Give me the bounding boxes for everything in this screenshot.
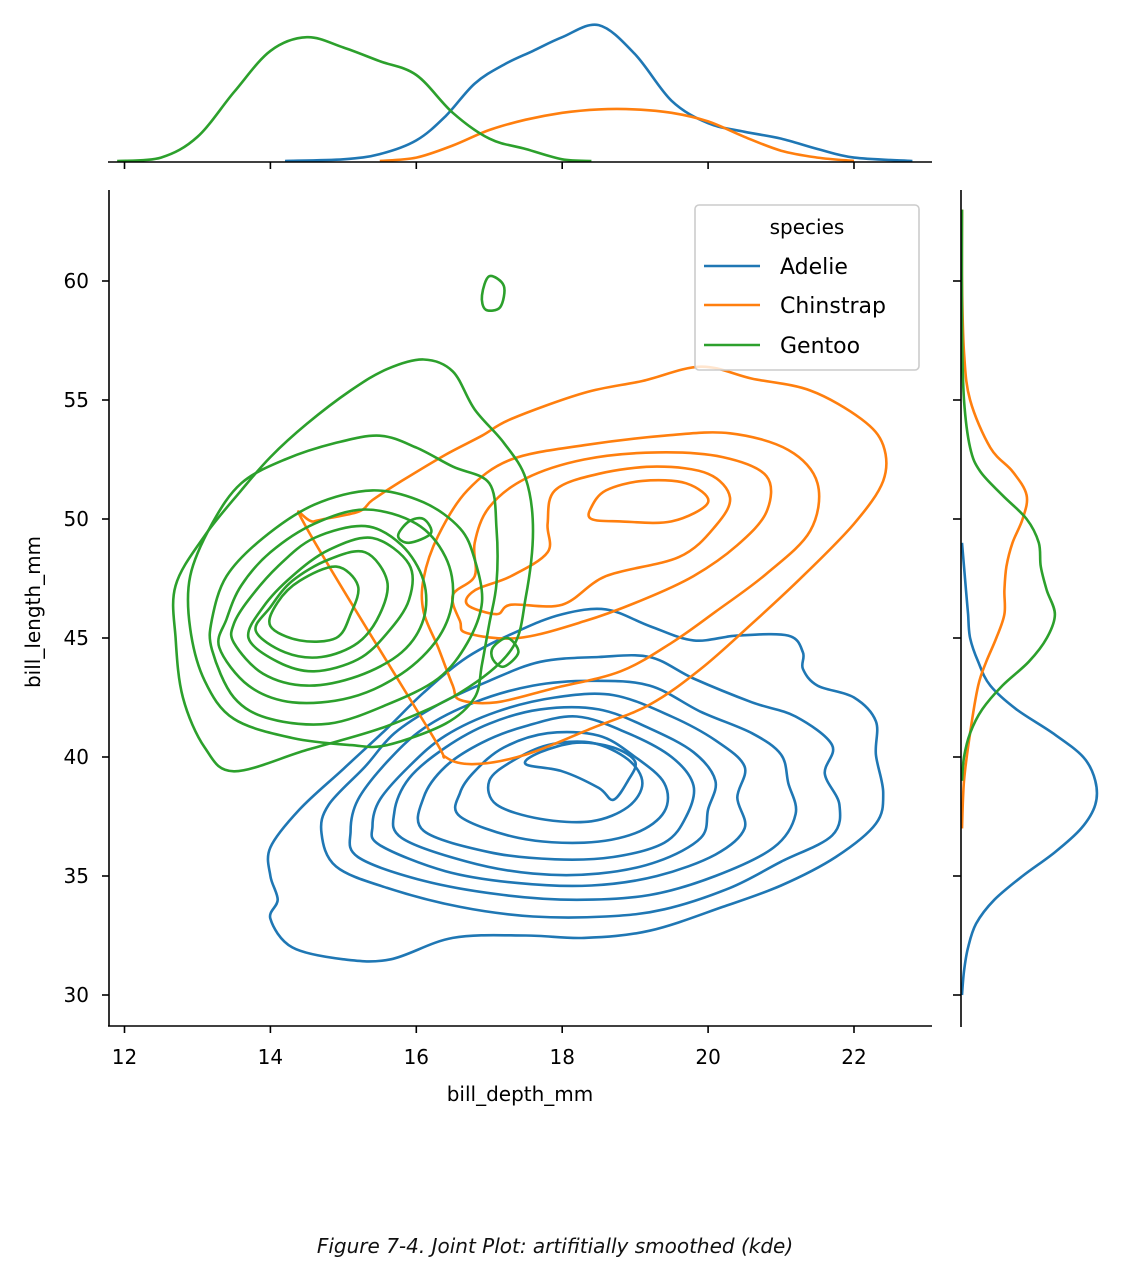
x-tick-label: 22 bbox=[841, 1045, 866, 1069]
legend-entry-chinstrap[interactable]: Chinstrap bbox=[704, 294, 886, 319]
contour-adelie-5 bbox=[416, 715, 696, 861]
y-tick-label: 50 bbox=[64, 507, 89, 531]
x-tick-label: 12 bbox=[112, 1045, 137, 1069]
y-tick-label: 40 bbox=[64, 745, 89, 769]
top-marginal-curves bbox=[117, 23, 913, 163]
y-tick-label: 60 bbox=[64, 269, 89, 293]
contour-chinstrap-2 bbox=[450, 451, 773, 640]
right-marginal-axes bbox=[953, 190, 1099, 1027]
legend: species Adelie Chinstrap Gentoo bbox=[694, 204, 920, 371]
legend-entry-adelie[interactable]: Adelie bbox=[704, 255, 848, 280]
contour-chinstrap-4 bbox=[587, 478, 710, 525]
contours-layer bbox=[171, 274, 888, 963]
x-tick-label: 20 bbox=[695, 1045, 720, 1069]
y-axis-label: bill_length_mm bbox=[21, 536, 45, 688]
contour-adelie-8 bbox=[523, 741, 638, 802]
contour-adelie-6 bbox=[453, 730, 670, 845]
contour-adelie-7 bbox=[486, 740, 644, 824]
marginal-y-curve-gentoo bbox=[960, 209, 1057, 781]
legend-label-adelie: Adelie bbox=[780, 255, 848, 280]
contour-adelie-2 bbox=[348, 679, 798, 902]
contour-chinstrap-0 bbox=[296, 365, 888, 766]
right-marginal-curves bbox=[960, 209, 1099, 996]
contour-group-adelie bbox=[266, 607, 885, 963]
figure-caption: Figure 7-4. Joint Plot: artifitially smo… bbox=[316, 1234, 794, 1258]
contour-gentoo-3 bbox=[217, 508, 455, 705]
contour-gentoo-6 bbox=[254, 549, 390, 659]
legend-entry-gentoo[interactable]: Gentoo bbox=[704, 334, 860, 359]
top-marginal-ticks bbox=[123, 162, 855, 169]
right-marginal-ticks bbox=[953, 280, 961, 996]
x-axis-label: bill_depth_mm bbox=[447, 1082, 594, 1106]
main-axes: 12 14 16 18 20 22 30 35 40 45 50 55 60 bill_depth_m… bbox=[21, 190, 932, 1106]
legend-frame bbox=[694, 204, 920, 371]
contour-gentoo-2 bbox=[208, 489, 484, 726]
x-tick-label: 18 bbox=[549, 1045, 574, 1069]
contour-gentoo-9 bbox=[480, 274, 506, 313]
y-tick-label: 35 bbox=[64, 864, 89, 888]
y-tick-label: 55 bbox=[64, 388, 89, 412]
y-tick-label: 30 bbox=[64, 983, 89, 1007]
contour-gentoo-7 bbox=[268, 565, 360, 643]
contour-gentoo-10 bbox=[490, 636, 520, 669]
contour-group-gentoo bbox=[171, 274, 535, 773]
legend-label-chinstrap: Chinstrap bbox=[780, 294, 886, 319]
y-ticks: 30 35 40 45 50 55 60 bbox=[64, 269, 109, 1007]
x-tick-label: 16 bbox=[404, 1045, 429, 1069]
contour-adelie-1 bbox=[319, 653, 842, 919]
contour-adelie-0 bbox=[266, 607, 885, 963]
x-tick-label: 14 bbox=[258, 1045, 283, 1069]
y-tick-label: 45 bbox=[64, 626, 89, 650]
top-marginal-axes bbox=[108, 23, 932, 169]
contour-chinstrap-1 bbox=[420, 431, 821, 705]
marginal-x-curve-chinstrap bbox=[379, 107, 855, 163]
contour-adelie-3 bbox=[370, 692, 747, 888]
legend-label-gentoo: Gentoo bbox=[780, 334, 860, 359]
contour-gentoo-4 bbox=[229, 524, 428, 687]
marginal-y-curve-adelie bbox=[960, 542, 1099, 996]
contour-gentoo-1 bbox=[186, 434, 499, 749]
contour-gentoo-5 bbox=[246, 536, 414, 673]
legend-title: species bbox=[770, 215, 845, 239]
marginal-x-curve-gentoo bbox=[117, 35, 592, 163]
marginal-y-curve-chinstrap bbox=[960, 209, 1029, 829]
contour-gentoo-0 bbox=[171, 358, 535, 773]
marginal-x-curve-adelie bbox=[284, 23, 913, 163]
contour-adelie-4 bbox=[391, 706, 718, 877]
contour-group-chinstrap bbox=[296, 365, 888, 766]
x-ticks: 12 14 16 18 20 22 bbox=[112, 1026, 867, 1069]
contour-chinstrap-3 bbox=[464, 465, 732, 616]
contour-gentoo-8 bbox=[396, 516, 433, 545]
